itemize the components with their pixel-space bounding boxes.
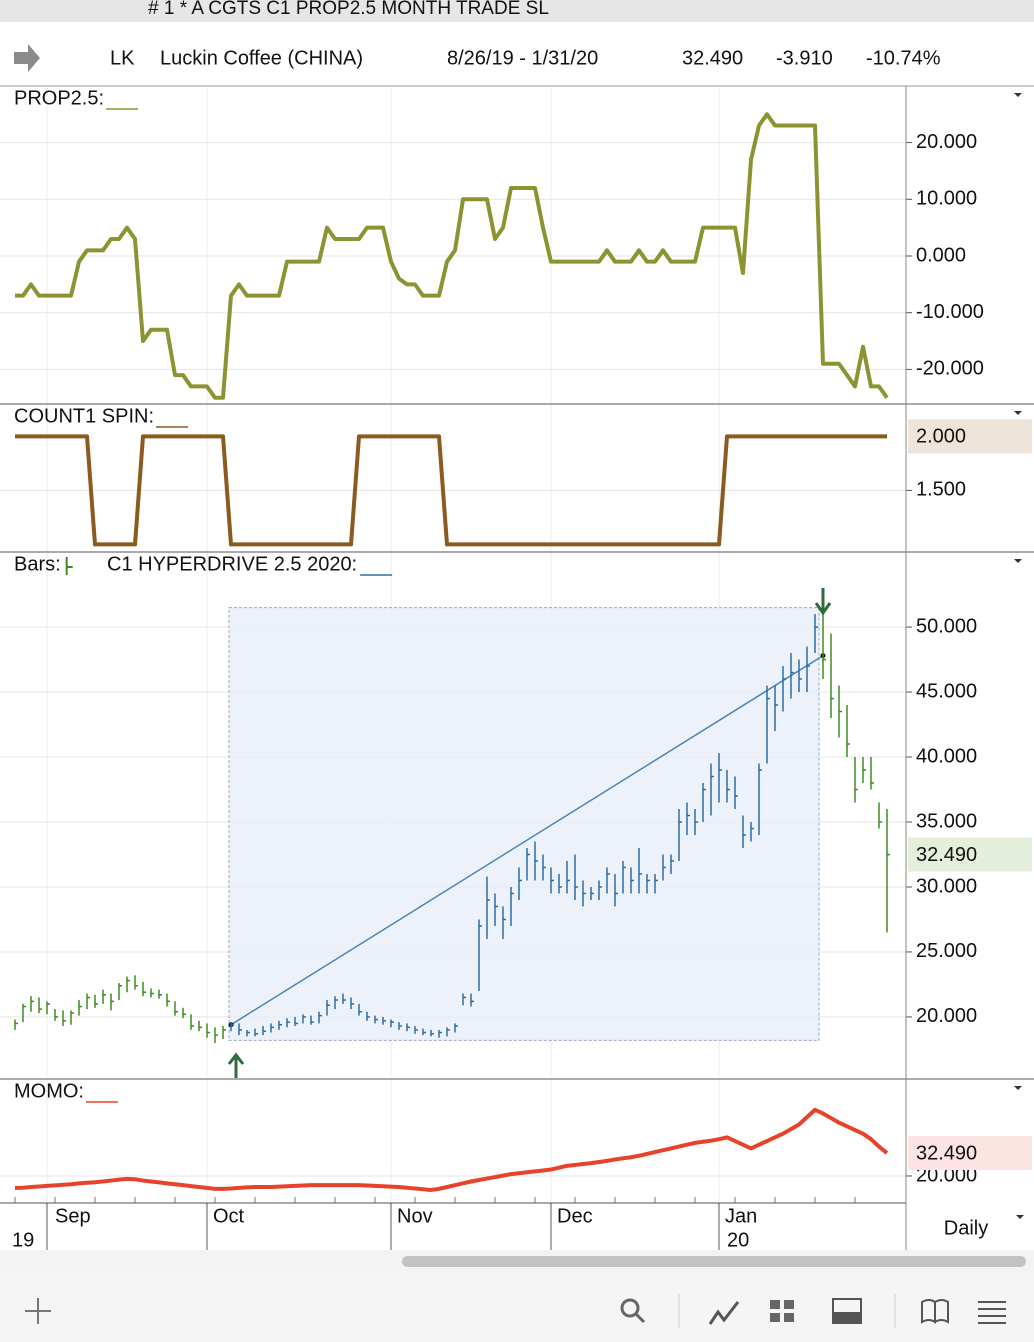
header-bar — [0, 22, 1034, 86]
window-title: # 1 * A CGTS C1 PROP2.5 MONTH TRADE SL — [148, 0, 549, 19]
y-tick-label: 40.000 — [916, 745, 977, 767]
year-label: 19 — [12, 1229, 34, 1251]
panel-title: MOMO: — [14, 1080, 84, 1102]
y-tick-label: -10.000 — [916, 301, 984, 323]
trade-window — [228, 607, 820, 1041]
panel-dropdown — [1014, 559, 1022, 563]
security-name: Luckin Coffee (CHINA) — [160, 47, 363, 69]
panel — [0, 553, 906, 1078]
scroll-thumb[interactable] — [402, 1256, 1026, 1267]
indicator-line — [14, 1107, 889, 1192]
last-value-box — [908, 419, 1032, 454]
month-label: Sep — [55, 1205, 91, 1227]
month-label: Dec — [557, 1205, 593, 1227]
last-value-box — [908, 1136, 1032, 1171]
y-tick-label: 1.500 — [916, 479, 966, 501]
arrow-icon[interactable] — [14, 44, 40, 72]
y-tick-label: 10.000 — [916, 188, 977, 210]
last-value-label: 32.490 — [916, 844, 977, 866]
change: -3.910 — [776, 47, 833, 69]
panel-dropdown — [1014, 93, 1022, 97]
y-tick-label: 20.000 — [916, 131, 977, 153]
add-button[interactable] — [25, 1298, 51, 1324]
panel — [0, 405, 906, 552]
panel-title: PROP2.5: — [14, 87, 104, 109]
y-tick-label: 0.000 — [916, 244, 966, 266]
layout-button[interactable] — [770, 1300, 794, 1322]
title-bar — [0, 0, 1034, 22]
panel-title: COUNT1 SPIN: — [14, 405, 154, 427]
y-tick-label: 20.000 — [916, 1005, 977, 1027]
indicator-line — [15, 434, 887, 547]
y-tick-label: 30.000 — [916, 875, 977, 897]
month-label: Nov — [397, 1205, 433, 1227]
charts: 20.000 10.000 0.000 -10.000 -20.000 PROP2.5: 1… — [0, 87, 1034, 1251]
period[interactable]: Daily — [944, 1217, 988, 1239]
year-label: 20 — [727, 1229, 749, 1251]
y-tick-label: 50.000 — [916, 615, 977, 637]
panel — [0, 87, 906, 404]
panel-subtitle: C1 HYPERDRIVE 2.5 2020: — [107, 553, 357, 575]
panel — [0, 1080, 906, 1203]
panel-title: Bars: — [14, 553, 61, 575]
date-range: 8/26/19 - 1/31/20 — [447, 47, 598, 69]
y-tick-label: 45.000 — [916, 680, 977, 702]
month-label: Jan — [725, 1205, 757, 1227]
book-button[interactable] — [921, 1299, 949, 1324]
panel-dropdown — [1014, 411, 1022, 415]
trend-line — [230, 655, 824, 1026]
panel-button[interactable] — [832, 1298, 862, 1324]
last-price: 32.490 — [682, 47, 743, 69]
y-tick-label: -20.000 — [916, 358, 984, 380]
draw-button[interactable] — [708, 1301, 740, 1325]
menu-button[interactable] — [978, 1301, 1006, 1324]
month-label: Oct — [213, 1205, 245, 1227]
change-percent: -10.74% — [866, 47, 941, 69]
buy-arrow — [227, 1052, 245, 1078]
last-value-label: 2.000 — [916, 426, 966, 448]
symbol: LK — [110, 47, 135, 69]
last-value-label: 32.490 — [916, 1142, 977, 1164]
y-tick-label: 35.000 — [916, 810, 977, 832]
period-dropdown[interactable] — [1016, 1215, 1024, 1219]
panel-dropdown — [1014, 1086, 1022, 1090]
indicator-line — [15, 112, 889, 400]
y-tick-label: 25.000 — [916, 940, 977, 962]
last-value-box — [908, 837, 1032, 872]
toolbar — [0, 1272, 1034, 1342]
search-button[interactable] — [620, 1298, 646, 1324]
sell-arrow — [814, 588, 832, 616]
